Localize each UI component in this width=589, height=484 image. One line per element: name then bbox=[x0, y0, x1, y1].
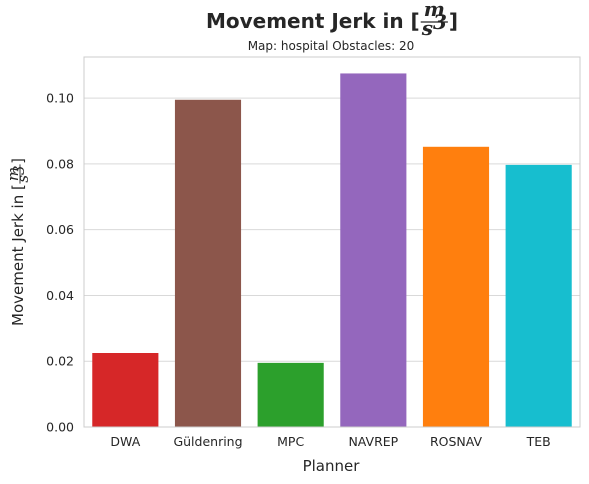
x-tick-label: TEB bbox=[526, 434, 551, 449]
bar-g-ldenring bbox=[174, 99, 242, 427]
y-axis-label: Movement Jerk in [ m s 3 ] bbox=[4, 158, 32, 326]
x-tick-label: MPC bbox=[277, 434, 304, 449]
y-tick-labels: 0.00 0.02 0.04 0.06 0.08 0.10 bbox=[46, 91, 74, 435]
y-tick-label: 0.00 bbox=[46, 420, 74, 435]
bars bbox=[92, 73, 572, 427]
y-axis-label-prefix: Movement Jerk in [ bbox=[9, 184, 27, 326]
chart-title: Movement Jerk in [ m s 3 ] bbox=[206, 0, 458, 40]
bar-teb bbox=[505, 164, 572, 427]
y-tick-label: 0.04 bbox=[46, 288, 74, 303]
title-unit-exponent: 3 bbox=[433, 10, 447, 34]
x-tick-label: DWA bbox=[110, 434, 140, 449]
bar-navrep bbox=[340, 73, 407, 427]
bar-mpc bbox=[257, 362, 324, 427]
y-tick-label: 0.10 bbox=[46, 91, 74, 106]
title-suffix: ] bbox=[449, 9, 458, 33]
y-axis-label-suffix: ] bbox=[9, 158, 27, 164]
x-tick-label: ROSNAV bbox=[430, 434, 483, 449]
y-axis-unit-exponent: 3 bbox=[10, 165, 28, 175]
y-axis-unit-denominator: s bbox=[14, 175, 32, 183]
title-unit-numerator: m bbox=[424, 0, 445, 21]
x-tick-label: Güldenring bbox=[173, 434, 242, 449]
plot-frame bbox=[83, 56, 581, 428]
y-tick-label: 0.02 bbox=[46, 354, 74, 369]
y-tick-label: 0.06 bbox=[46, 222, 74, 237]
y-axis-unit-numerator: m bbox=[4, 167, 22, 181]
x-tick-label: NAVREP bbox=[348, 434, 398, 449]
bar-dwa bbox=[92, 353, 159, 427]
x-tick-labels: DWA Güldenring MPC NAVREP ROSNAV TEB bbox=[110, 434, 550, 449]
title-unit-denominator: s bbox=[421, 16, 433, 40]
x-axis-label: Planner bbox=[303, 457, 361, 475]
chart-subtitle: Map: hospital Obstacles: 20 bbox=[248, 39, 415, 53]
y-tick-label: 0.08 bbox=[46, 156, 74, 171]
title-prefix: Movement Jerk in [ bbox=[206, 9, 420, 33]
bar-rosnav bbox=[422, 146, 490, 427]
